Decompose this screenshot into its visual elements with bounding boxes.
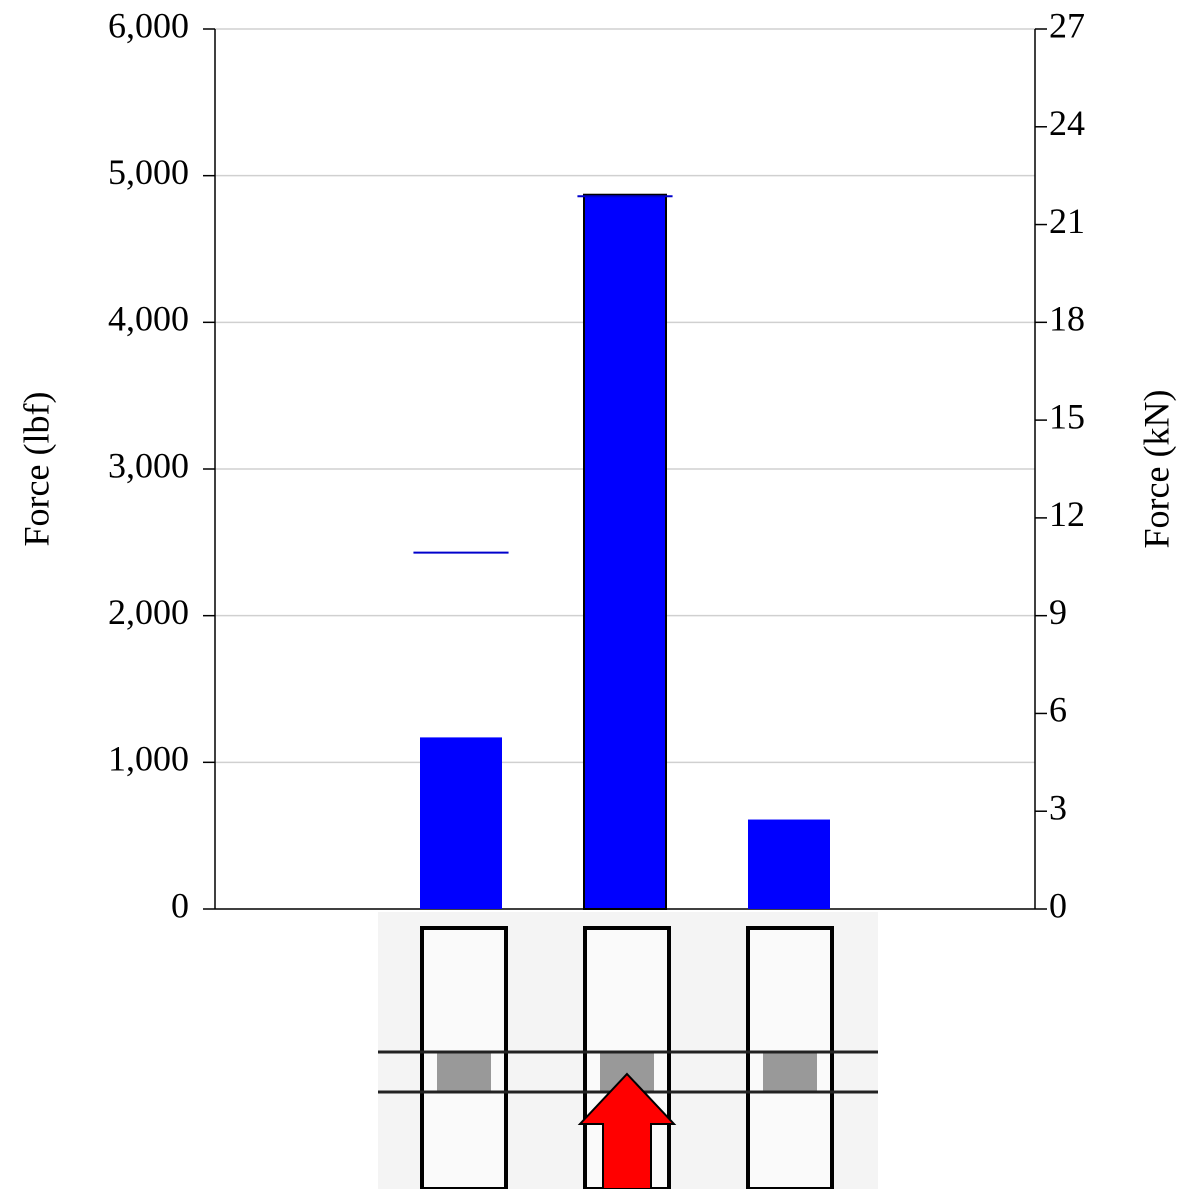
y-tick-label: 5,000 — [108, 152, 189, 192]
y2-tick-label: 15 — [1049, 396, 1085, 436]
chart: Force (lbf) Force (kN) 0 1,000 2,000 3,000 4… — [0, 0, 1185, 1189]
y-tick-label: 2,000 — [108, 592, 189, 632]
y-tick-label: 0 — [171, 885, 189, 925]
y2-axis-label: Force (kN) — [1136, 390, 1176, 549]
y2-tick-label: 0 — [1049, 885, 1067, 925]
y2-tick-label: 21 — [1049, 201, 1085, 241]
y-tick-label: 6,000 — [108, 5, 189, 45]
y-tick-label: 1,000 — [108, 739, 189, 779]
y2-tick-label: 27 — [1049, 5, 1085, 45]
bar — [420, 737, 502, 909]
y2-tick-label: 18 — [1049, 299, 1085, 339]
y2-tick-label: 12 — [1049, 494, 1085, 534]
bar — [748, 820, 830, 909]
y2-tick-label: 9 — [1049, 592, 1067, 632]
y2-tick-label: 6 — [1049, 690, 1067, 730]
y2-tick-label: 3 — [1049, 787, 1067, 827]
y-axis-label: Force (lbf) — [16, 392, 56, 547]
seat — [763, 1052, 817, 1092]
y2-tick-label: 24 — [1049, 103, 1085, 143]
y-tick-label: 4,000 — [108, 299, 189, 339]
seat — [437, 1052, 491, 1092]
bar — [584, 195, 666, 909]
vehicle-diagram — [378, 912, 878, 1189]
y-tick-label: 3,000 — [108, 445, 189, 485]
